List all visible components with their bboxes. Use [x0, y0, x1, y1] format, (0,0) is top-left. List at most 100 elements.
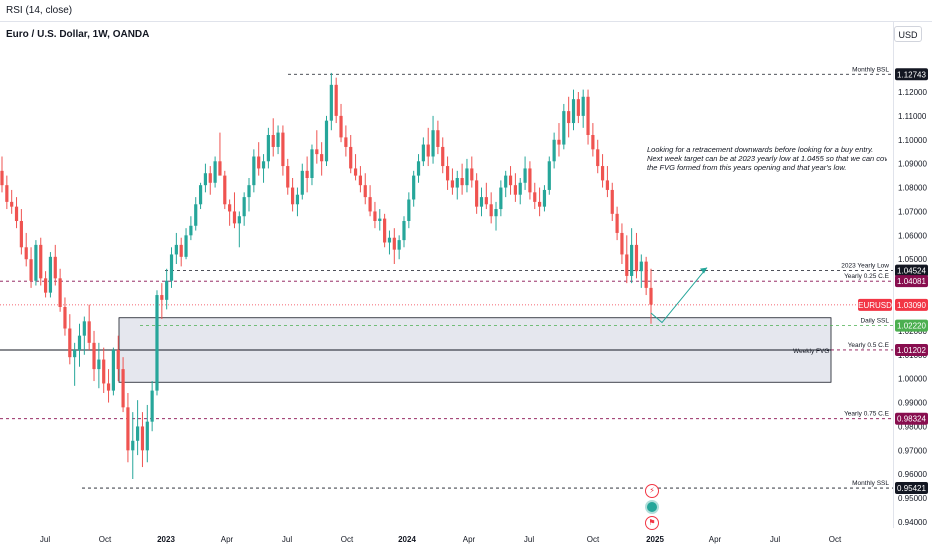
candle[interactable] — [470, 156, 474, 188]
candle[interactable] — [34, 240, 38, 286]
candle[interactable] — [349, 135, 353, 174]
candle[interactable] — [455, 170, 459, 200]
candle[interactable] — [218, 132, 222, 176]
candle[interactable] — [416, 154, 421, 183]
candle[interactable] — [373, 201, 377, 229]
candle[interactable] — [213, 156, 217, 188]
currency-button[interactable]: USD — [894, 26, 922, 42]
candle[interactable] — [567, 96, 571, 138]
candle[interactable] — [489, 192, 493, 224]
candle[interactable] — [397, 235, 401, 260]
candle[interactable] — [300, 163, 304, 200]
candle[interactable] — [412, 170, 416, 207]
candle[interactable] — [557, 123, 561, 157]
candle[interactable] — [562, 103, 566, 150]
candle[interactable] — [465, 158, 469, 193]
candle[interactable] — [542, 185, 547, 212]
candle[interactable] — [620, 223, 624, 264]
candle[interactable] — [610, 182, 614, 221]
candle[interactable] — [136, 400, 140, 456]
candle[interactable] — [232, 192, 237, 229]
current-price-tag[interactable]: EURUSD 1.03090 — [858, 298, 928, 311]
candle[interactable] — [334, 77, 338, 124]
candle[interactable] — [281, 125, 285, 176]
candle[interactable] — [82, 316, 86, 355]
candle[interactable] — [475, 173, 479, 214]
candle[interactable] — [228, 199, 232, 226]
candle[interactable] — [363, 173, 367, 205]
candle[interactable] — [261, 154, 266, 183]
candle[interactable] — [276, 125, 280, 155]
candle[interactable] — [625, 235, 629, 284]
candle[interactable] — [73, 342, 77, 386]
candle[interactable] — [479, 187, 484, 217]
candle[interactable] — [102, 347, 106, 393]
candle[interactable] — [387, 230, 392, 255]
candle[interactable] — [150, 381, 154, 432]
candle[interactable] — [538, 187, 542, 217]
candle[interactable] — [605, 166, 610, 198]
candle[interactable] — [29, 247, 33, 288]
candle[interactable] — [600, 154, 605, 188]
flag-icon[interactable]: ⚑ — [645, 516, 659, 530]
candle[interactable] — [237, 211, 241, 248]
candle[interactable] — [436, 120, 440, 155]
candle[interactable] — [198, 182, 203, 210]
candle[interactable] — [271, 118, 275, 157]
indicator-label[interactable]: RSI (14, close) — [6, 5, 73, 16]
candle[interactable] — [179, 237, 183, 267]
candle[interactable] — [19, 209, 23, 255]
candle[interactable] — [383, 213, 387, 248]
candle[interactable] — [290, 178, 295, 212]
candle[interactable] — [353, 154, 358, 181]
candle[interactable] — [324, 115, 329, 167]
candle[interactable] — [92, 330, 96, 382]
candle[interactable] — [450, 168, 455, 195]
candle[interactable] — [305, 156, 309, 193]
candle[interactable] — [160, 283, 164, 319]
candle[interactable] — [649, 268, 653, 324]
candle[interactable] — [368, 185, 372, 217]
candle[interactable] — [39, 237, 43, 286]
candle[interactable] — [174, 232, 178, 264]
candle[interactable] — [116, 335, 120, 382]
candle[interactable] — [295, 187, 300, 217]
candle[interactable] — [145, 404, 149, 463]
candle[interactable] — [111, 347, 115, 396]
candle[interactable] — [131, 412, 135, 479]
candle[interactable] — [257, 142, 261, 176]
candle[interactable] — [77, 323, 82, 367]
candle[interactable] — [310, 144, 314, 186]
candle[interactable] — [634, 232, 639, 279]
candle[interactable] — [58, 268, 62, 312]
candle[interactable] — [48, 252, 53, 298]
candle[interactable] — [5, 175, 9, 210]
candle[interactable] — [121, 357, 125, 413]
candle[interactable] — [571, 89, 576, 131]
candle[interactable] — [155, 290, 159, 396]
candle[interactable] — [644, 256, 648, 296]
candle[interactable] — [10, 189, 14, 214]
candle[interactable] — [242, 192, 246, 226]
candle[interactable] — [0, 156, 4, 193]
candle[interactable] — [320, 142, 324, 176]
candle[interactable] — [24, 232, 28, 267]
candle[interactable] — [528, 161, 532, 200]
candle[interactable] — [586, 89, 590, 145]
candle[interactable] — [484, 182, 488, 210]
candle[interactable] — [591, 123, 595, 157]
candle[interactable] — [508, 166, 513, 195]
candle[interactable] — [43, 271, 48, 298]
candle[interactable] — [184, 228, 188, 260]
candle[interactable] — [547, 156, 551, 195]
candle[interactable] — [581, 89, 585, 128]
candle[interactable] — [639, 254, 643, 288]
candle[interactable] — [378, 209, 382, 231]
candle[interactable] — [523, 156, 527, 190]
candle[interactable] — [504, 170, 508, 198]
candle[interactable] — [53, 244, 57, 286]
candle[interactable] — [615, 206, 619, 241]
candle[interactable] — [194, 197, 198, 231]
candle[interactable] — [576, 92, 580, 124]
